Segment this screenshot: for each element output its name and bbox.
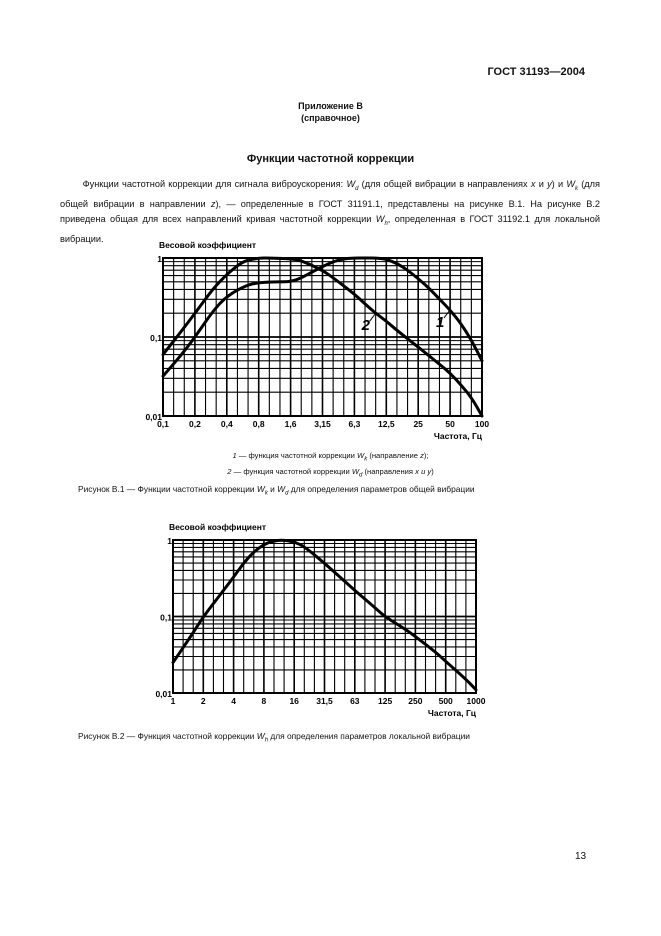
figure2-caption: Рисунок В.2 — Функция частотной коррекци… xyxy=(78,731,470,744)
y-tick-label: 0,1 xyxy=(150,333,162,343)
x-tick-label: 0,1 xyxy=(157,419,169,429)
text: h xyxy=(384,220,388,227)
chart-figure-2: 1 2 4 8 16 31,5 63 125 250 500 1000 0,01 0,1 1 Весовой… xyxy=(155,522,486,718)
text: ), — определенные в ГОСТ 31191.1, предст… xyxy=(60,198,600,224)
x-tick-label: 4 xyxy=(231,696,236,706)
figure1-caption: Рисунок В.1 — Функции частотной коррекци… xyxy=(78,484,475,497)
y-tick-label: 1 xyxy=(157,254,162,264)
annex-type: (справочное) xyxy=(301,113,360,123)
x-tick-label: 1000 xyxy=(467,696,486,706)
x-tick-label: 1,6 xyxy=(285,419,297,429)
plot-frame xyxy=(172,539,477,694)
annex-heading: Приложение В (справочное) xyxy=(0,100,661,124)
x-tick-label: 63 xyxy=(350,696,360,706)
legend-item-2: 2 — функция частотной коррекции Wd (напр… xyxy=(227,466,434,479)
series-label-leader xyxy=(369,312,377,322)
figure1-legend: 1 — функция частотной коррекции Wk (напр… xyxy=(0,450,661,481)
series-line-2 xyxy=(161,256,484,418)
text: ) и xyxy=(551,179,567,189)
text: x xyxy=(530,179,536,189)
x-axis-label: Частота, Гц xyxy=(434,431,483,441)
text: W xyxy=(346,179,356,189)
page-number: 13 xyxy=(575,851,587,862)
y-tick-label: 0,01 xyxy=(155,689,172,699)
x-tick-label: 0,2 xyxy=(189,419,201,429)
x-tick-label: 0,4 xyxy=(221,419,233,429)
x-tick-label: 125 xyxy=(378,696,392,706)
x-tick-label: 31,5 xyxy=(316,696,333,706)
x-tick-label: 6,3 xyxy=(348,419,360,429)
x-tick-label: 100 xyxy=(475,419,489,429)
x-tick-label: 8 xyxy=(262,696,267,706)
series-label: 1 xyxy=(436,314,444,331)
y-tick-label: 0,1 xyxy=(160,613,172,623)
x-tick-label: 50 xyxy=(445,419,455,429)
text: y xyxy=(547,179,552,189)
x-tick-label: 500 xyxy=(439,696,453,706)
text: (для общей вибрации в направлениях xyxy=(358,179,531,189)
text: W xyxy=(375,213,385,224)
text: Функции частотной коррекции для сигнала … xyxy=(82,179,347,189)
text: z xyxy=(210,198,216,209)
x-tick-label: 1 xyxy=(171,696,176,706)
legend-item-1: 1 — функция частотной коррекции Wk (напр… xyxy=(232,451,429,463)
text: W xyxy=(566,179,575,189)
text: , определенная в ГОСТ 31192.1 для локаль… xyxy=(60,213,600,244)
text: и xyxy=(535,179,548,189)
series-line-1 xyxy=(161,256,484,378)
text: d xyxy=(355,185,359,192)
x-tick-label: 250 xyxy=(408,696,422,706)
intro-paragraph: Функции частотной коррекции для сигнала … xyxy=(60,177,600,247)
y-tick-label: 0,01 xyxy=(145,412,162,422)
series-label: 2 xyxy=(361,317,371,334)
section-title: Функции частотной коррекции xyxy=(246,153,415,165)
y-axis-label: Весовой коэффициент xyxy=(159,240,256,250)
x-tick-label: 3,15 xyxy=(314,419,331,429)
x-tick-label: 2 xyxy=(201,696,206,706)
standard-number: ГОСТ 31193—2004 xyxy=(487,66,585,78)
y-axis-label: Весовой коэффициент xyxy=(169,522,266,532)
x-axis-label: Частота, Гц xyxy=(428,708,477,718)
x-tick-label: 12,5 xyxy=(378,419,395,429)
plot-frame xyxy=(162,257,483,417)
y-tick-label: 1 xyxy=(167,536,172,546)
x-tick-label: 16 xyxy=(289,696,299,706)
series-label-leader xyxy=(443,309,451,319)
x-tick-label: 25 xyxy=(413,419,423,429)
series-line-wh xyxy=(171,538,478,692)
chart-figure-1: 0,1 0,2 0,4 0,8 1,6 3,15 6,3 12,5 25 50 1000,010,1… xyxy=(145,240,489,441)
x-tick-label: 0,8 xyxy=(253,419,265,429)
annex-title: Приложение В xyxy=(298,101,363,111)
text: (для общей вибрации в направлении xyxy=(60,179,600,209)
text: k xyxy=(575,185,578,192)
